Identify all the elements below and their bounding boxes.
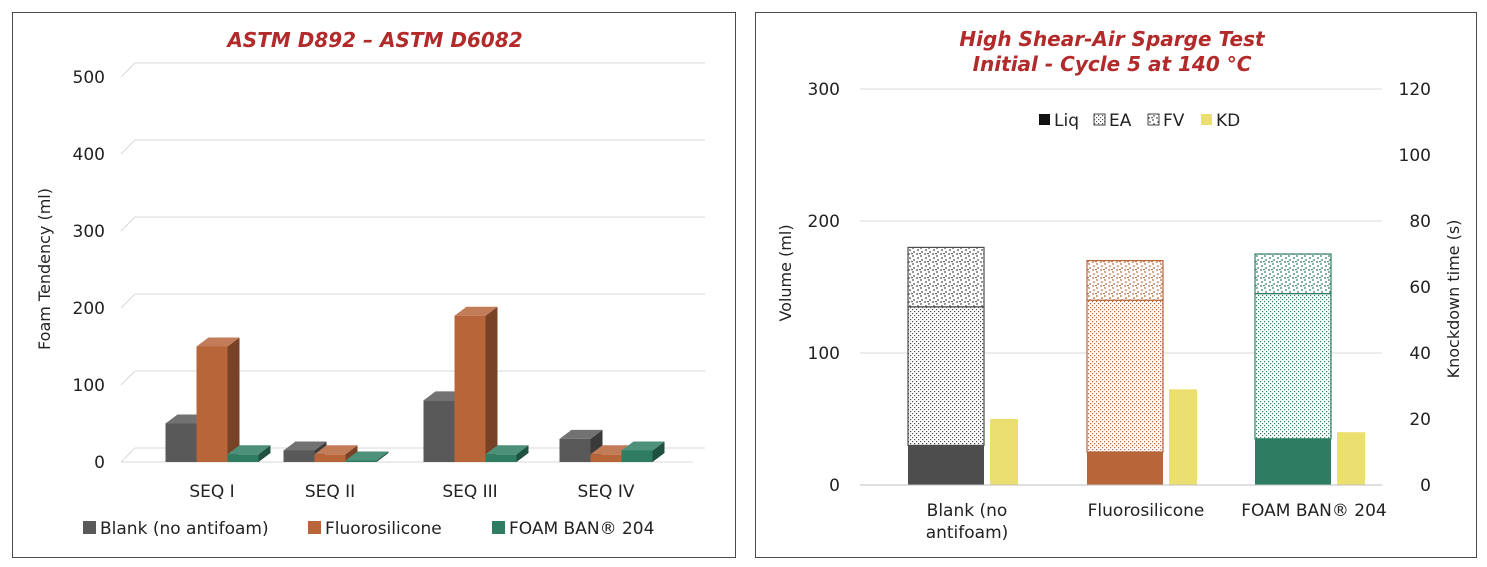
svg-text:KD: KD	[1216, 111, 1240, 131]
bar-ea	[907, 306, 985, 446]
x-tick-label: Blank (no antifoam)	[926, 501, 1009, 543]
svg-text:FOAM BAN® 204: FOAM BAN® 204	[509, 519, 654, 539]
legend-entry: Fluorosilicone	[308, 519, 442, 539]
bar-kd	[1169, 389, 1197, 485]
x-tick-label: SEQ IV	[578, 482, 635, 502]
legend-entry: EA	[1093, 111, 1132, 131]
gridline-side	[120, 139, 136, 155]
svg-text:FV: FV	[1163, 111, 1185, 131]
chart-title-line: High Shear-Air Sparge Test	[959, 27, 1266, 51]
bar-fv	[907, 246, 985, 308]
svg-text:Fluorosilicone: Fluorosilicone	[325, 519, 442, 539]
gridline-side	[120, 62, 136, 78]
bar-liq	[908, 445, 984, 485]
svg-text:Liq: Liq	[1054, 111, 1079, 131]
y-tick-label: 300	[808, 80, 840, 100]
y-tick-label: 0	[829, 476, 840, 496]
gridline-side	[120, 216, 136, 232]
y-tick-label: 200	[808, 212, 840, 232]
foam-tendency-chart-panel: ASTM D892 – ASTM D6082 0 100 200 300 400 500 Fo…	[12, 12, 736, 558]
bar-fv	[1254, 253, 1332, 295]
y2-tick-label: 120	[1399, 80, 1431, 100]
bar-kd	[990, 419, 1018, 485]
air-sparge-chart-panel: High Shear-Air Sparge Test Initial - Cycl…	[755, 12, 1477, 558]
bar-foam-seq-iv	[621, 441, 665, 462]
y2-axis-label: Knockdown time (s)	[1444, 220, 1463, 379]
bar-ea	[1254, 293, 1332, 440]
chart-title: ASTM D892 – ASTM D6082	[225, 28, 522, 52]
chart-title-line: Initial - Cycle 5 at 140 °C	[973, 52, 1252, 76]
legend-entry: Liq	[1039, 111, 1079, 131]
y-tick-label: 200	[73, 299, 105, 319]
bar-foam-seq-i	[227, 445, 271, 462]
x-tick-label: SEQ I	[189, 482, 234, 502]
y2-tick-label: 60	[1409, 278, 1431, 298]
y-tick-label: 300	[73, 222, 105, 242]
x-tick-label: Fluorosilicone	[1088, 501, 1205, 521]
bar-liq	[1087, 452, 1163, 485]
y-tick-label: 0	[94, 453, 105, 473]
legend-entry: Blank (no antifoam)	[83, 519, 269, 539]
bar-liq	[1255, 438, 1331, 485]
legend-entry: KD	[1201, 111, 1240, 131]
x-tick-label: SEQ III	[442, 482, 497, 502]
bar-fv	[1086, 260, 1164, 301]
y2-tick-label: 80	[1409, 212, 1431, 232]
y-tick-label: 100	[808, 344, 840, 364]
y2-tick-label: 40	[1409, 344, 1431, 364]
y-tick-label: 500	[73, 68, 105, 88]
legend-entry: FV	[1147, 111, 1185, 131]
foam-tendency-chart: ASTM D892 – ASTM D6082 0 100 200 300 400 500 Fo…	[35, 28, 705, 539]
x-tick-label: SEQ II	[305, 482, 355, 502]
bar-fluorosilicone-seq-iii	[454, 306, 498, 462]
y2-tick-label: 100	[1399, 146, 1431, 166]
gridline-side	[120, 447, 136, 463]
legend-entry: FOAM BAN® 204	[492, 519, 654, 539]
y-tick-label: 400	[73, 145, 105, 165]
gridline-side	[120, 293, 136, 309]
bar-foam-seq-iii	[485, 445, 529, 462]
x-tick-label: FOAM BAN® 204	[1241, 501, 1386, 521]
gridline-side	[120, 370, 136, 386]
svg-text:EA: EA	[1109, 111, 1132, 131]
y2-tick-label: 0	[1420, 476, 1431, 496]
bar-fluorosilicone-seq-ii	[314, 445, 358, 462]
y-tick-label: 100	[73, 376, 105, 396]
y-axis-label: Volume (ml)	[776, 224, 795, 321]
bar-fluorosilicone-seq-i	[196, 337, 240, 462]
svg-text:Blank (no antifoam): Blank (no antifoam)	[100, 519, 269, 539]
y2-tick-label: 20	[1409, 410, 1431, 430]
bar-ea	[1086, 299, 1164, 453]
y-axis-label: Foam Tendency (ml)	[35, 188, 54, 350]
bar-foam-seq-ii	[345, 451, 389, 462]
bar-kd	[1337, 432, 1365, 485]
